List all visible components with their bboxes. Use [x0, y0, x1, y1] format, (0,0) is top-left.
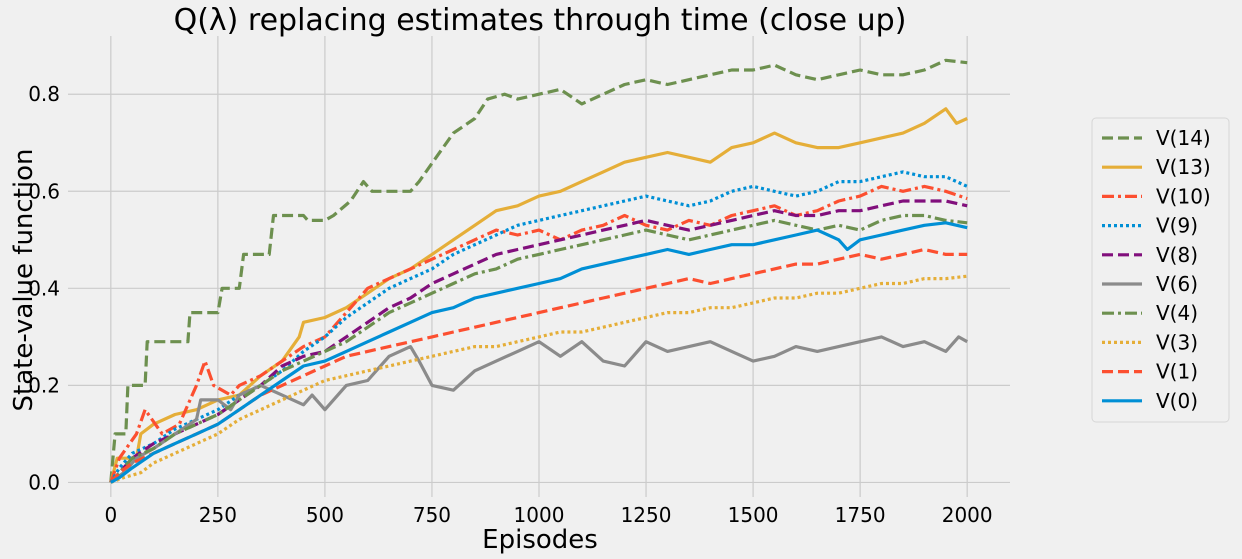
x-tick-label: 0	[104, 503, 117, 527]
x-tick-label: 750	[413, 503, 451, 527]
x-tick-label: 1750	[835, 503, 886, 527]
series-line-V0	[110, 221, 968, 484]
legend-label: V(8)	[1156, 243, 1198, 267]
chart-title: Q(λ) replacing estimates through time (c…	[174, 3, 907, 38]
series-line-V9	[109, 170, 968, 484]
legend-label: V(4)	[1156, 301, 1198, 325]
legend-label: V(6)	[1156, 272, 1198, 296]
x-tick-label: 250	[199, 503, 237, 527]
series-line-V3	[110, 274, 968, 484]
y-tick-label: 0.6	[28, 179, 60, 203]
series-line-V14	[109, 58, 968, 483]
legend-label: V(10)	[1156, 184, 1211, 208]
y-tick-label: 0.4	[28, 276, 60, 300]
y-tick-label: 0.2	[28, 373, 60, 397]
y-tick-labels: 0.0 0.2 0.4 0.6 0.8	[28, 82, 60, 494]
series-line-V13	[109, 107, 968, 483]
x-tick-label: 2000	[942, 503, 993, 527]
x-tick-label: 1250	[621, 503, 672, 527]
y-tick-label: 0.8	[28, 82, 60, 106]
x-tick-label: 500	[306, 503, 344, 527]
x-tick-label: 1000	[514, 503, 565, 527]
series-lines	[109, 58, 968, 484]
legend-label: V(1)	[1156, 360, 1198, 384]
legend-label: V(13)	[1156, 155, 1211, 179]
series-line-V6	[109, 335, 968, 484]
x-tick-label: 1500	[728, 503, 779, 527]
x-axis-label: Episodes	[482, 525, 598, 555]
legend-box	[1091, 117, 1230, 423]
x-tick-labels: 0 250 500 750 1000 1250 1500 1750 2000	[104, 503, 992, 527]
y-tick-label: 0.0	[28, 470, 60, 494]
legend: V(14) V(13) V(10) V(9) V(8) V(6) V(4) V(3) V(1) V…	[1091, 117, 1230, 423]
y-axis-label: State-value function	[9, 149, 39, 412]
legend-label: V(0)	[1156, 389, 1198, 413]
legend-label: V(9)	[1156, 214, 1198, 238]
series-line-V10	[109, 184, 968, 483]
legend-label: V(3)	[1156, 330, 1198, 354]
legend-label: V(14)	[1156, 126, 1211, 150]
